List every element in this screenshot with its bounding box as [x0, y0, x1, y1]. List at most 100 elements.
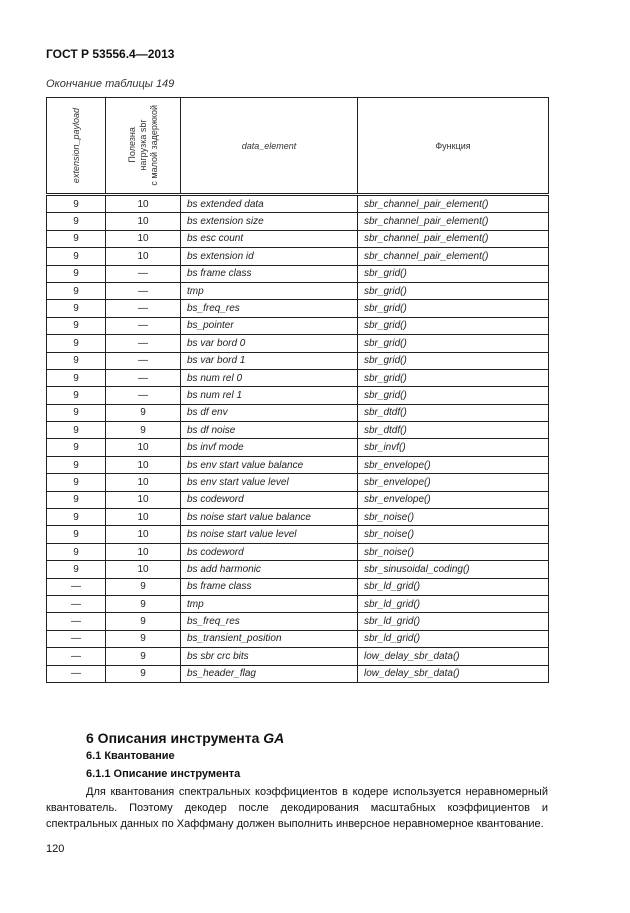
page-number: 120 [46, 843, 65, 855]
table-row: 9 10 bs add harmonic sbr_sinusoidal_coding(… [46, 560, 549, 579]
cell-data-element: bs df env [180, 403, 358, 423]
cell-data-element: bs_freq_res [180, 612, 358, 631]
header-line: нагрузка sbr [137, 120, 148, 171]
cell-function: sbr_noise() [357, 508, 549, 527]
cell-payload: 9 [105, 629, 181, 649]
cell-extension-payload: 9 [46, 403, 106, 423]
cell-data-element: bs frame class [180, 577, 358, 596]
cell-payload: — [105, 351, 181, 370]
cell-payload: 9 [105, 612, 181, 631]
cell-extension-payload: 9 [46, 299, 106, 318]
cell-payload: 10 [105, 247, 181, 266]
cell-function: sbr_envelope() [357, 473, 549, 492]
cell-extension-payload: 9 [46, 473, 106, 492]
cell-payload: 10 [105, 542, 181, 562]
cell-function: sbr_grid() [357, 334, 549, 353]
cell-extension-payload: 9 [46, 351, 106, 370]
cell-extension-payload: 9 [46, 264, 106, 283]
cell-function: sbr_sinusoidal_coding() [357, 560, 549, 579]
table-row: 9— bs var bord 1 sbr_grid() [46, 351, 549, 370]
cell-data-element: bs codeword [180, 490, 358, 510]
cell-extension-payload: — [46, 647, 106, 666]
column-header-payload: Полезна нагрузка sbr с малой задержкой [105, 97, 181, 195]
cell-payload: 10 [105, 560, 181, 579]
cell-extension-payload: — [46, 594, 106, 614]
cell-data-element: bs num rel 0 [180, 368, 358, 388]
document-title: ГОСТ Р 53556.4—2013 [46, 47, 175, 61]
cell-data-element: bs esc count [180, 229, 358, 249]
cell-function: sbr_noise() [357, 525, 549, 544]
cell-extension-payload: 9 [46, 212, 106, 231]
table-row: 9— bs frame class sbr_grid() [46, 264, 549, 283]
table-row: 9 10 bs extension id sbr_channel_pair_eleme… [46, 247, 549, 266]
cell-function: sbr_ld_grid() [357, 629, 549, 649]
table-row: 9 10 bs esc count sbr_channel_pair_element(… [46, 229, 549, 249]
header-text: data_element [241, 140, 297, 151]
cell-payload: — [105, 334, 181, 353]
cell-function: sbr_envelope() [357, 490, 549, 510]
header-line: с малой задержкой [148, 105, 159, 186]
cell-extension-payload: 9 [46, 229, 106, 249]
cell-payload: 10 [105, 229, 181, 249]
cell-payload: — [105, 281, 181, 301]
cell-function: sbr_dtdf() [357, 421, 549, 440]
header-text: Функция [435, 140, 471, 151]
cell-data-element: bs extension size [180, 212, 358, 231]
cell-data-element: bs_pointer [180, 316, 358, 336]
cell-extension-payload: — [46, 629, 106, 649]
cell-data-element: bs env start value level [180, 473, 358, 492]
table-caption: Окончание таблицы 149 [46, 78, 175, 90]
header-line: Полезна [126, 127, 137, 164]
table-row: 9— bs num rel 0 sbr_grid() [46, 368, 549, 388]
table-row: 9 10 bs codeword sbr_noise() [46, 542, 549, 562]
table-row: 9 10 bs env start value balance sbr_envelop… [46, 455, 549, 475]
cell-data-element: bs extended data [180, 193, 358, 214]
cell-function: low_delay_sbr_data() [357, 664, 549, 683]
table-row: 9 9 bs df noise sbr_dtdf() [46, 421, 549, 440]
cell-extension-payload: 9 [46, 490, 106, 510]
cell-data-element: bs noise start value balance [180, 508, 358, 527]
cell-function: low_delay_sbr_data() [357, 647, 549, 666]
column-header-data-element: data_element [180, 97, 358, 195]
cell-function: sbr_grid() [357, 351, 549, 370]
cell-data-element: bs sbr crc bits [180, 647, 358, 666]
cell-payload: — [105, 386, 181, 405]
header-text: Полезна нагрузка sbr с малой задержкой [127, 105, 160, 186]
cell-extension-payload: — [46, 612, 106, 631]
table-row: 9 10 bs codeword sbr_envelope() [46, 490, 549, 510]
table-row: 9 9 bs df env sbr_dtdf() [46, 403, 549, 423]
table-row: —9 tmp sbr_ld_grid() [46, 594, 549, 614]
cell-function: sbr_grid() [357, 368, 549, 388]
cell-data-element: bs var bord 1 [180, 351, 358, 370]
cell-extension-payload: 9 [46, 525, 106, 544]
cell-extension-payload: 9 [46, 193, 106, 214]
cell-data-element: bs var bord 0 [180, 334, 358, 353]
cell-payload: — [105, 368, 181, 388]
column-header-extension-payload: extension_payload [46, 97, 106, 195]
cell-payload: 10 [105, 525, 181, 544]
cell-extension-payload: 9 [46, 455, 106, 475]
cell-function: sbr_dtdf() [357, 403, 549, 423]
body-paragraph: Для квантования спектральных коэффициент… [46, 786, 548, 830]
cell-data-element: bs add harmonic [180, 560, 358, 579]
cell-payload: 9 [105, 594, 181, 614]
table-row: 9 10 bs extended data sbr_channel_pair_elem… [46, 193, 549, 214]
cell-payload: 10 [105, 473, 181, 492]
cell-extension-payload: 9 [46, 560, 106, 579]
cell-data-element: bs codeword [180, 542, 358, 562]
cell-data-element: bs_transient_position [180, 629, 358, 649]
cell-payload: — [105, 316, 181, 336]
cell-extension-payload: 9 [46, 438, 106, 457]
cell-payload: — [105, 264, 181, 283]
table-header-row: extension_payload Полезна нагрузка sbr с м… [46, 97, 549, 195]
table-row: —9 bs_transient_position sbr_ld_grid() [46, 629, 549, 649]
cell-payload: 10 [105, 455, 181, 475]
data-table: extension_payload Полезна нагрузка sbr с м… [46, 97, 549, 683]
table-row: —9 bs frame class sbr_ld_grid() [46, 577, 549, 596]
cell-payload: 9 [105, 664, 181, 683]
column-header-function: Функция [357, 97, 549, 195]
table-row: —9 bs_header_flag low_delay_sbr_data() [46, 664, 549, 683]
cell-function: sbr_invf() [357, 438, 549, 457]
cell-payload: — [105, 299, 181, 318]
cell-function: sbr_grid() [357, 316, 549, 336]
